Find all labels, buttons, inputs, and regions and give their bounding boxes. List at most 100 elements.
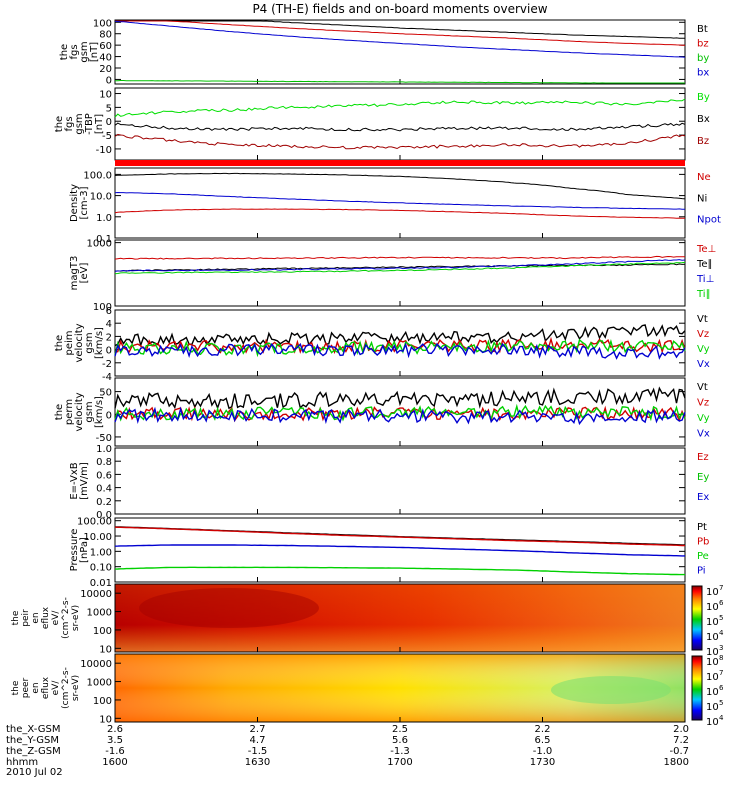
ytick-label: 10.00 [83, 532, 112, 543]
ylabel-line: the [54, 335, 65, 351]
ylabel-line: eV/ [51, 610, 61, 626]
colorbar-tick-label: 10 [706, 602, 719, 613]
legend-By: By [697, 92, 710, 103]
colorbar-tick-exponent: 5 [719, 614, 723, 622]
ytick-label: 0 [106, 346, 112, 357]
colorbar-tick-label: 10 [706, 687, 719, 698]
ylabel-line: [nT] [94, 114, 105, 134]
ylabel-line: perm [64, 399, 75, 425]
colorbar-tick-label: 10 [706, 672, 719, 683]
ephem-value: 2.6 [107, 724, 123, 735]
ytick-label: 10000 [80, 659, 112, 670]
ytick-label: 1000 [87, 239, 112, 250]
ephemeris-table: the_X-GSM 2.6 2.7 2.5 2.2 2.0 the_Y-GSM 3.5 4.7 5… [6, 724, 689, 768]
legend-Te⊥: Te⊥ [696, 244, 716, 255]
legend-Ey: Ey [697, 472, 709, 483]
legend-Ex: Ex [697, 492, 709, 503]
legend-Vz: Vz [697, 329, 709, 340]
ytick-label: 100 [93, 302, 112, 313]
ephem-value: 7.2 [673, 735, 689, 746]
ytick-label: -2 [102, 359, 112, 370]
legend-Bz: Bz [697, 136, 709, 147]
legend-Vx: Vx [697, 359, 710, 370]
series-by [115, 80, 685, 84]
ytick-label: 60 [99, 41, 112, 52]
ytick-label: 10 [99, 644, 112, 655]
ylabel-line: [eV] [79, 263, 90, 284]
colorbar-tick-label: 10 [706, 702, 719, 713]
ytick-label: 100.0 [83, 170, 112, 181]
ytick-label: 50 [99, 388, 112, 399]
legend-by: by [697, 53, 709, 64]
panel-pressure: 100.00 10.00 1.00 0.10 0.01 Pressure [nPa] Pt Pb… [69, 517, 709, 589]
colorbar-tick-exponent: 3 [719, 644, 723, 652]
ytick-label: 100.00 [77, 517, 112, 528]
series-bx [114, 20, 686, 58]
ytick-label: 0.0 [96, 510, 112, 521]
panel-frame [114, 19, 686, 85]
series-Vy [114, 403, 686, 422]
legend-Te∥: Te∥ [696, 259, 713, 270]
panel-temp: 1000 100 magT3 [eV] Te⊥ Te∥ Ti⊥ Ti∥ [69, 239, 716, 313]
legend-Vy: Vy [697, 344, 710, 355]
ephem-value: 1730 [530, 757, 555, 768]
ylabel-line: (cm^2-s- [61, 667, 71, 709]
ylabel-line: peim [64, 330, 75, 355]
ephem-label: hhmm [6, 757, 38, 768]
series-Vy [114, 338, 686, 358]
ytick-label: 4 [106, 319, 112, 330]
series-Ni [114, 172, 686, 200]
legend-Pe: Pe [697, 551, 709, 562]
legend-Ez: Ez [697, 452, 709, 463]
ylabel-line: [mV/m] [79, 462, 90, 500]
ephem-value: 1600 [102, 757, 127, 768]
separator-bar [115, 160, 685, 166]
colorbar-tick-label: 10 [706, 617, 719, 628]
chart-title: P4 (TH-E) fields and on-board moments ov… [252, 2, 547, 16]
series-Bt [115, 20, 685, 39]
colorbar [691, 585, 703, 651]
series-Npot [114, 191, 686, 210]
spectrogram-shading [115, 584, 685, 652]
ytick-label: 10 [99, 714, 112, 725]
colorbar [691, 655, 703, 721]
ytick-label: 1.0 [96, 213, 112, 224]
colorbar-tick-exponent: 8 [719, 654, 723, 662]
legend-Vt: Vt [697, 314, 708, 325]
legend-Ti∥: Ti∥ [696, 289, 711, 300]
date-label: 2010 Jul 02 [6, 767, 63, 778]
ytick-label: 1.0 [96, 444, 112, 455]
legend-Vz: Vz [697, 398, 709, 409]
ylabel-line: Density [69, 184, 80, 222]
colorbar-tick-exponent: 7 [719, 669, 723, 677]
ytick-label: 10000 [80, 589, 112, 600]
panel-fgs-tdp: 10 5 0 -5 -10 the fgs gsm -TBP [nT] By Bx Bz [54, 87, 710, 161]
legend-Bx: Bx [697, 114, 710, 125]
colorbar-tick-label: 10 [706, 717, 719, 728]
ylabel-line: eV/ [51, 680, 61, 696]
legend-Vt: Vt [697, 382, 708, 393]
series-bz [115, 20, 685, 46]
ytick-label: 10 [99, 90, 112, 101]
ylabel-line: gsm [74, 113, 85, 134]
ylabel-line: (cm^2-s- [61, 597, 71, 639]
series-Ti∥ [114, 261, 686, 275]
colorbar-tick-exponent: 5 [719, 699, 723, 707]
panel-frame [114, 87, 686, 161]
series-Vx [114, 342, 686, 360]
colorbar-tick-exponent: 6 [719, 599, 724, 607]
series-By [114, 98, 686, 118]
ephem-value: 1700 [387, 757, 412, 768]
spectrogram-feature [550, 676, 671, 704]
ylabel-line: eflux [41, 676, 51, 699]
series-Pb [114, 526, 686, 547]
spectrogram-peir: 10000 1000 100 10 the peir en eflux eV/(cm^2-s-s… [11, 583, 724, 658]
ylabel-line: -TBP [84, 113, 95, 135]
series-Ti⊥ [114, 259, 686, 272]
ephem-value: -1.5 [248, 746, 268, 757]
ylabel-line: [cm-3] [79, 186, 90, 219]
series-Pe [114, 566, 685, 576]
